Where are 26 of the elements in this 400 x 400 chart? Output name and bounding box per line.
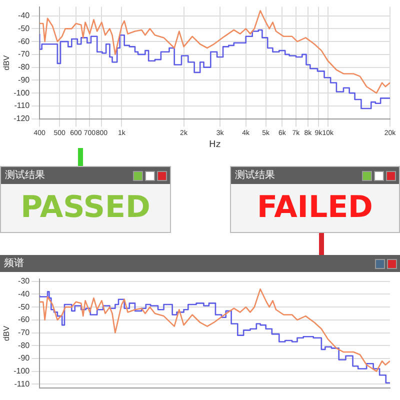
y-axis-title: dBV xyxy=(2,325,12,341)
y-tick-label: -80 xyxy=(18,340,30,350)
y-axis-title: dBV xyxy=(2,54,12,70)
y-tick-label: -90 xyxy=(18,75,30,84)
chart-title: 频谱 xyxy=(0,255,400,272)
y-tick-label: -70 xyxy=(18,50,30,59)
y-tick-label: -110 xyxy=(14,379,30,388)
y-tick-label: -80 xyxy=(18,62,30,72)
y-tick-label: -120 xyxy=(14,114,30,124)
text: PASSED xyxy=(20,189,152,227)
y-tick-label: -40 xyxy=(18,11,30,20)
y-tick-label: -110 xyxy=(14,101,30,110)
text: 测试结果 xyxy=(231,167,399,184)
y-tick-label: -60 xyxy=(18,315,30,324)
text: 测试结果 xyxy=(1,167,170,184)
x-axis-title: Hz xyxy=(209,140,221,150)
y-tick-label: -100 xyxy=(14,88,30,98)
y-tick-label: -90 xyxy=(18,354,30,363)
y-tick-label: -60 xyxy=(18,36,30,46)
y-tick-label: -30 xyxy=(18,276,30,286)
y-tick-label: -50 xyxy=(18,24,30,33)
y-tick-label: -40 xyxy=(18,289,30,298)
text: FAILED xyxy=(256,189,374,227)
y-tick-label: -50 xyxy=(18,302,30,312)
y-tick-label: -100 xyxy=(14,366,30,376)
y-tick-label: -70 xyxy=(18,328,30,337)
